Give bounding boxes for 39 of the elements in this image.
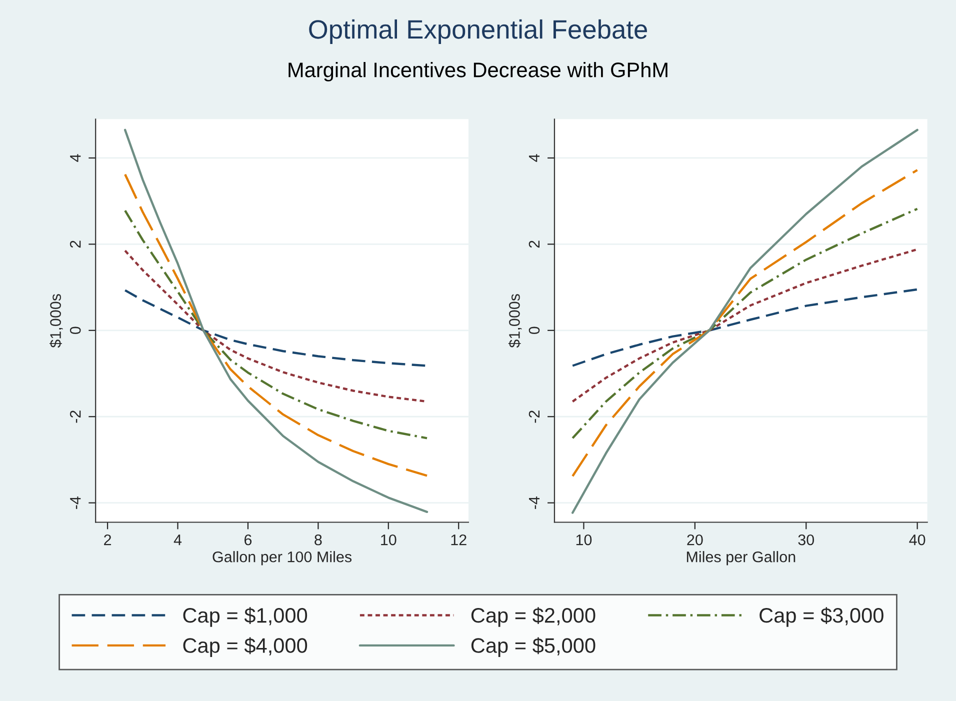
y-tick-label: -4	[528, 496, 540, 509]
x-tick-label: 20	[687, 534, 703, 546]
x-tick-label: 40	[909, 534, 926, 546]
y-tick-label: 2	[528, 240, 540, 248]
y-tick-label: 0	[528, 326, 540, 334]
y-tick-label: -2	[70, 410, 81, 423]
legend-label: Cap = $1,000	[183, 607, 308, 627]
x-tick-label: 4	[174, 534, 182, 546]
x-tick-label: 12	[451, 534, 466, 546]
chart-subtitle: Marginal Incentives Decrease with GPhM	[288, 62, 668, 82]
line-series	[571, 248, 918, 403]
x-tick-label: 30	[798, 534, 814, 546]
x-tick-label: 6	[244, 534, 252, 546]
y-tick-label: 4	[528, 154, 540, 162]
y-axis-title: $1,000s	[508, 294, 522, 348]
chart-title: Optimal Exponential Feebate	[309, 19, 647, 44]
x-tick-label: 2	[104, 534, 112, 546]
x-tick-label: 8	[314, 534, 322, 546]
y-tick-label: -2	[528, 410, 540, 423]
x-axis-title: Gallon per 100 Miles	[212, 551, 352, 566]
line-series	[124, 173, 428, 477]
legend-label: Cap = $4,000	[183, 637, 308, 658]
legend-label: Cap = $3,000	[760, 607, 884, 627]
y-tick-label: 0	[70, 326, 81, 334]
y-tick-label: -4	[70, 496, 81, 509]
legend-label: Cap = $5,000	[471, 637, 596, 658]
x-tick-label: 10	[576, 534, 592, 546]
line-series	[124, 209, 428, 440]
line-series	[571, 168, 918, 478]
y-tick-label: 4	[70, 154, 81, 162]
y-axis-title: $1,000s	[50, 294, 63, 348]
line-series	[571, 288, 918, 367]
legend-label: Cap = $2,000	[471, 607, 596, 627]
line-series	[571, 128, 918, 514]
y-tick-label: 2	[70, 240, 81, 248]
line-series	[124, 128, 428, 514]
line-series	[571, 208, 918, 440]
x-axis-title: Miles per Gallon	[686, 551, 796, 566]
x-tick-label: 10	[381, 534, 396, 546]
